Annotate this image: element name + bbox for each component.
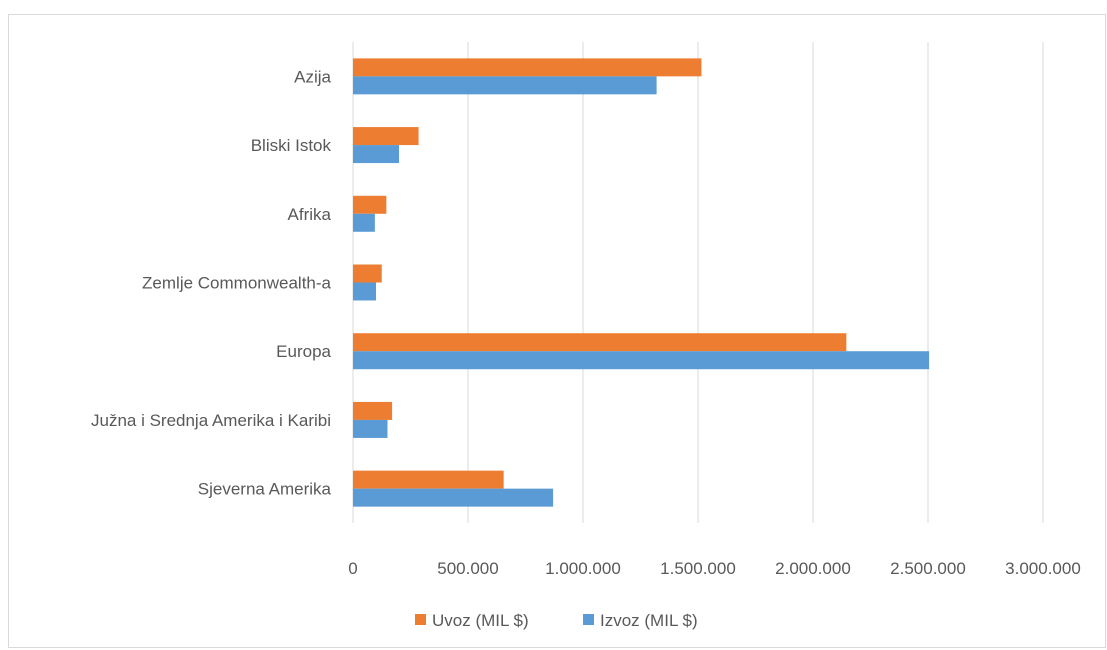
x-tick-label: 500.000 [437,559,498,578]
bars [353,58,930,507]
category-label: Sjeverna Amerika [198,480,332,499]
izvoz-bar [353,76,657,95]
izvoz-bar [353,145,399,164]
x-tick-label: 2.500.000 [890,559,966,578]
chart-frame [8,14,1106,648]
gridlines [352,42,1044,523]
x-tick-label: 3.000.000 [1005,559,1081,578]
uvoz-bar [353,127,419,146]
uvoz-bar [353,401,393,420]
izvoz-bar [353,282,376,301]
izvoz-legend-label: Izvoz (MIL $) [600,611,698,630]
category-label: Afrika [288,205,332,224]
x-tick-label: 0 [348,559,357,578]
izvoz-legend-swatch [583,614,594,625]
x-tick-label: 1.500.000 [660,559,736,578]
izvoz-bar [353,213,375,232]
category-label: Južna i Srednja Amerika i Karibi [91,411,331,430]
izvoz-bar [353,419,388,438]
uvoz-bar [353,333,847,352]
x-tick-label: 2.000.000 [775,559,851,578]
category-label: Bliski Istok [251,136,332,155]
uvoz-bar [353,58,702,77]
uvoz-bar [353,470,504,489]
uvoz-bar [353,264,382,283]
x-tick-label: 1.000.000 [545,559,621,578]
x-tick-labels: 0 500.000 1.000.000 1.500.000 2.000.000 2.500… [348,559,1081,578]
category-labels: Azija Bliski Istok Afrika Zemlje Commonwe… [91,67,332,498]
izvoz-bar [353,488,554,507]
uvoz-bar [353,195,387,214]
category-label: Azija [294,67,331,86]
category-label: Zemlje Commonwealth-a [142,274,331,293]
legend: Uvoz (MIL $) Izvoz (MIL $) [415,611,698,630]
uvoz-legend-swatch [415,614,426,625]
izvoz-bar [353,351,930,370]
uvoz-legend-label: Uvoz (MIL $) [432,611,529,630]
category-label: Europa [276,342,331,361]
